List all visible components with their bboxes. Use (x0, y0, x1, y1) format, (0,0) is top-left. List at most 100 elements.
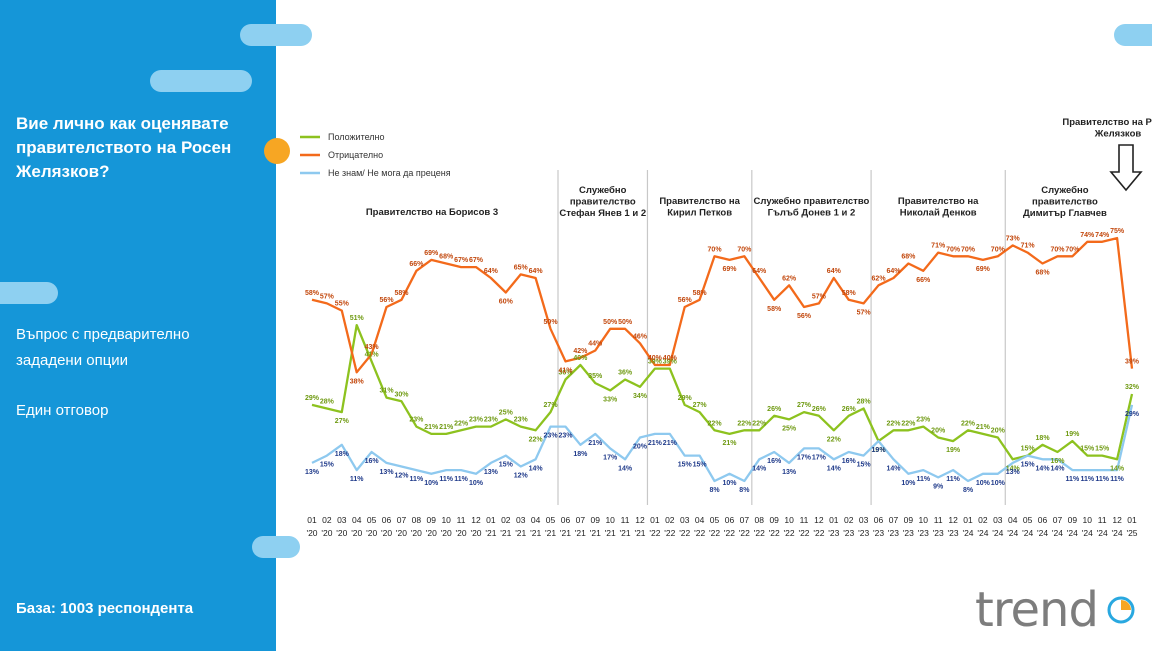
x-tick-year: '23 (933, 528, 944, 538)
value-label-positive: 25% (499, 409, 514, 416)
value-label-positive: 27% (797, 402, 812, 409)
x-tick-year: '21 (620, 528, 631, 538)
x-tick-month: 06 (725, 515, 735, 525)
value-label-dontknow: 13% (305, 469, 320, 476)
x-tick-year: '22 (709, 528, 720, 538)
value-label-negative: 66% (409, 261, 424, 268)
legend-label-positive: Положително (328, 132, 385, 142)
value-label-positive: 14% (1006, 465, 1021, 472)
value-label-positive: 26% (842, 406, 857, 413)
value-label-dontknow: 18% (573, 451, 588, 458)
value-label-positive: 19% (1065, 431, 1080, 438)
x-tick-month: 03 (680, 515, 690, 525)
x-tick-year: '22 (679, 528, 690, 538)
value-label-positive: 14% (1110, 465, 1125, 472)
value-label-dontknow: 11% (1066, 476, 1080, 483)
x-tick-month: 02 (844, 515, 854, 525)
value-label-negative: 58% (693, 290, 708, 297)
sidebar: Вие лично как оценявате правителството н… (0, 0, 276, 651)
decor-pill-2 (0, 282, 58, 304)
value-label-dontknow: 10% (469, 480, 484, 487)
x-tick-year: '24 (992, 528, 1003, 538)
x-tick-month: 12 (471, 515, 481, 525)
survey-question-title: Вие лично как оценявате правителството н… (16, 114, 232, 181)
x-tick-month: 02 (665, 515, 675, 525)
government-labels: Правителство на Борисов 3 Служебно правите… (366, 117, 1152, 219)
series-lines (311, 236, 1134, 483)
value-label-negative: 70% (1065, 246, 1080, 253)
value-label-positive: 25% (782, 425, 797, 432)
value-label-negative: 50% (603, 319, 618, 326)
value-label-positive: 39% (663, 359, 678, 366)
x-tick-month: 06 (874, 515, 884, 525)
value-label-dontknow: 11% (439, 476, 453, 483)
x-tick-year: '24 (962, 528, 973, 538)
value-label-dontknow: 20% (633, 444, 648, 451)
value-label-negative: 57% (320, 293, 335, 300)
answer-note: Един отговор (16, 402, 109, 419)
x-tick-year: '23 (873, 528, 884, 538)
x-tick-month: 11 (800, 515, 809, 525)
series-line-dontknow (311, 404, 1134, 483)
value-label-positive: 21% (722, 440, 737, 447)
value-label-negative: 58% (394, 290, 409, 297)
current-government-arrow (1109, 144, 1143, 192)
x-tick-month: 06 (382, 515, 392, 525)
x-tick-month: 01 (650, 515, 660, 525)
x-tick-month: 09 (591, 515, 601, 525)
value-label-dontknow: 12% (394, 473, 409, 480)
x-tick-year: '20 (306, 528, 317, 538)
x-tick-month: 02 (978, 515, 988, 525)
value-label-positive: 27% (693, 402, 708, 409)
value-label-dontknow: 14% (752, 465, 767, 472)
value-label-positive: 22% (529, 436, 544, 443)
value-label-dontknow: 29% (1125, 411, 1140, 418)
value-label-positive: 27% (544, 402, 559, 409)
x-tick-year: '23 (828, 528, 839, 538)
x-tick-year: '20 (441, 528, 452, 538)
x-tick-year: '23 (858, 528, 869, 538)
x-tick-year: '24 (1037, 528, 1048, 538)
value-label-negative: 67% (454, 257, 469, 264)
x-tick-month: 07 (740, 515, 750, 525)
value-label-negative: 44% (588, 341, 603, 348)
value-label-negative: 68% (1036, 270, 1051, 277)
value-label-dontknow: 11% (350, 476, 364, 483)
x-tick-month: 06 (1038, 515, 1048, 525)
value-label-negative: 67% (469, 257, 484, 264)
value-label-positive: 15% (1080, 446, 1095, 453)
value-label-dontknow: 14% (529, 465, 544, 472)
value-label-dontknow: 8% (739, 487, 750, 494)
value-label-negative: 50% (544, 319, 559, 326)
value-label-negative: 69% (976, 266, 991, 273)
value-label-positive: 26% (767, 406, 782, 413)
value-label-positive: 41% (365, 351, 380, 358)
value-label-dontknow: 11% (410, 476, 424, 483)
value-label-negative: 64% (484, 268, 499, 275)
value-label-positive: 22% (708, 420, 723, 427)
value-label-negative: 74% (1095, 232, 1110, 239)
value-label-dontknow: 14% (618, 465, 633, 472)
x-tick-year: '20 (366, 528, 377, 538)
x-tick-month: 10 (441, 515, 451, 525)
value-label-dontknow: 17% (812, 454, 827, 461)
value-label-negative: 66% (916, 277, 931, 284)
value-label-positive: 16% (1050, 458, 1065, 465)
value-label-negative: 58% (305, 290, 320, 297)
value-label-dontknow: 14% (1050, 465, 1065, 472)
government-dividers (557, 170, 1006, 505)
value-label-positive: 22% (961, 420, 976, 427)
value-label-negative: 46% (633, 333, 648, 340)
value-label-positive: 18% (1036, 435, 1051, 442)
value-label-negative: 56% (380, 297, 395, 304)
value-label-dontknow: 16% (365, 458, 380, 465)
value-label-positive: 26% (812, 406, 827, 413)
legend-label-negative: Отрицателно (328, 150, 383, 160)
x-tick-month: 11 (934, 515, 943, 525)
x-tick-month: 01 (1127, 515, 1137, 525)
value-label-negative: 71% (931, 243, 946, 250)
x-tick-month: 07 (889, 515, 899, 525)
x-tick-month: 04 (531, 515, 541, 525)
down-arrow-icon (1109, 144, 1143, 192)
x-tick-month: 03 (516, 515, 526, 525)
